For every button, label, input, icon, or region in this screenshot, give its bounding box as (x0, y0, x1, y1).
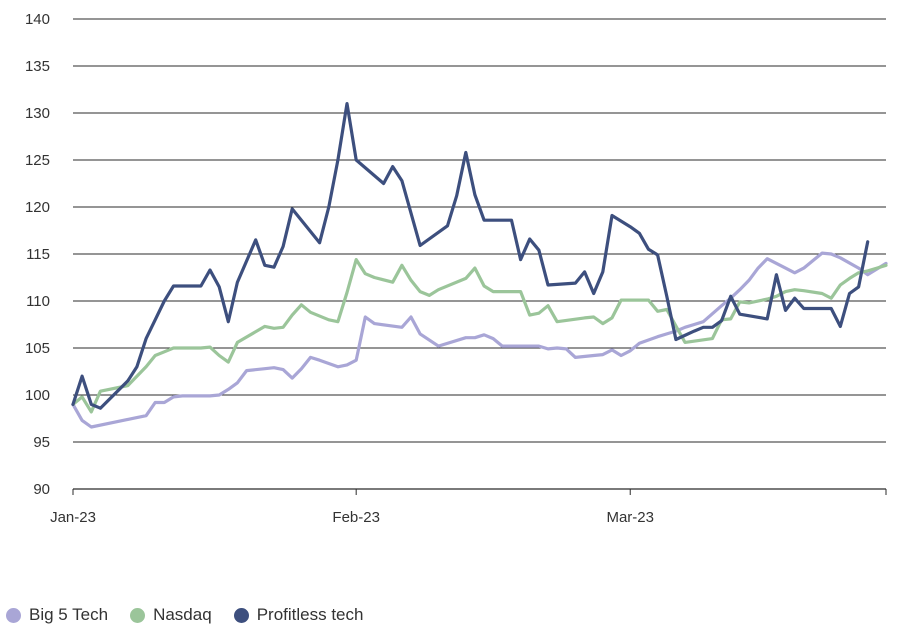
y-tick-label: 135 (25, 58, 50, 75)
legend-item: Big 5 Tech (6, 605, 108, 625)
y-tick-label: 120 (25, 199, 50, 216)
x-tick-label: Jan-23 (50, 509, 96, 526)
series-line-big-5-tech (71, 251, 888, 429)
y-tick-label: 115 (26, 246, 50, 263)
legend-label: Nasdaq (153, 605, 212, 624)
series-line-nasdaq (71, 258, 888, 414)
y-tick-label: 125 (25, 152, 50, 169)
x-tick-label: Feb-23 (332, 509, 380, 526)
y-tick-label: 140 (25, 11, 50, 28)
legend-swatch (130, 607, 146, 623)
y-tick-label: 90 (33, 481, 50, 498)
legend-swatch (233, 607, 249, 623)
legend-label: Big 5 Tech (29, 605, 109, 624)
legend-swatch (6, 607, 21, 623)
legend-item: Profitless tech (233, 605, 364, 625)
y-tick-label: 110 (26, 293, 50, 310)
y-tick-label: 95 (33, 434, 50, 451)
series-line-profitless-tech (71, 102, 870, 410)
x-tick-label: Mar-23 (606, 509, 654, 526)
y-tick-label: 130 (25, 105, 50, 122)
legend-item: Nasdaq (130, 605, 212, 625)
legend-label: Profitless tech (256, 605, 364, 624)
y-tick-label: 105 (25, 340, 50, 357)
legend: Big 5 Tech Nasdaq Profitless tech (6, 605, 385, 625)
y-tick-label: 100 (25, 387, 50, 404)
